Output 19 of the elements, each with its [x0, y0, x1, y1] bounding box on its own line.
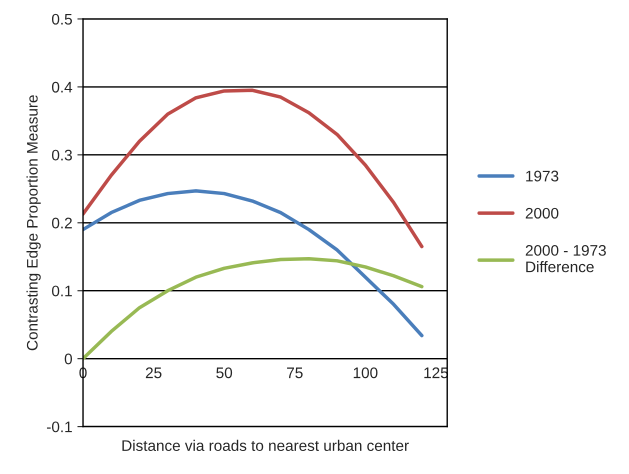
- y-tick-label: 0.1: [52, 286, 72, 296]
- x-tick-label: 25: [146, 367, 162, 378]
- x-tick-label: 75: [287, 368, 303, 378]
- y-tick-label: 0.2: [52, 218, 72, 228]
- y-tick-label: 0.5: [52, 14, 72, 25]
- x-tick-label: 50: [216, 367, 232, 378]
- x-tick-label: 100: [354, 367, 378, 378]
- line-series: [83, 88, 424, 248]
- y-axis-title: Contrasting Edge Proportion Measure: [26, 95, 41, 350]
- x-axis-title: Distance via roads to nearest urban center: [122, 440, 409, 452]
- y-tick-label: 0.4: [52, 82, 72, 93]
- legend-label: 2000: [526, 208, 558, 219]
- legend-label: 1973: [526, 170, 558, 182]
- legend-label: 2000 - 1973 Difference: [526, 244, 606, 272]
- y-tick-label: 0.3: [52, 150, 72, 161]
- y-tick-label: 0: [64, 354, 72, 364]
- y-tick-label: -0.1: [46, 421, 72, 432]
- line-series: [83, 189, 424, 338]
- line-series: [83, 257, 424, 360]
